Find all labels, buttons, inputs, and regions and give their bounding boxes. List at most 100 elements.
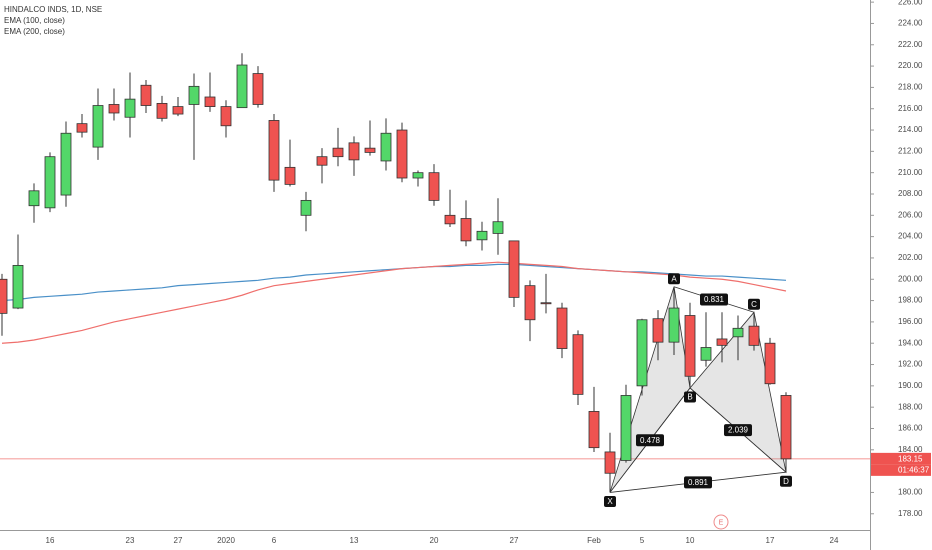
candle-body: [524, 285, 536, 321]
ratio-label: 2.039: [728, 426, 749, 435]
pattern-point: [684, 391, 696, 403]
ratio-box: [724, 424, 752, 437]
x-tick-label: 13: [350, 536, 359, 545]
y-tick-label: 184.00: [898, 445, 923, 454]
candle-body: [604, 451, 616, 474]
y-tick-label: 198.00: [898, 296, 923, 305]
candle-body: [668, 307, 680, 343]
candle-body: [652, 318, 664, 343]
pattern-point: [748, 298, 760, 310]
x-tick-label: 16: [46, 536, 55, 545]
candle-body: [380, 132, 392, 162]
candle-body: [220, 106, 232, 127]
candle-body: [332, 147, 344, 158]
candle-body: [684, 315, 696, 377]
candle-body: [76, 123, 88, 133]
candle-body: [348, 142, 360, 161]
candle-body: [268, 120, 280, 181]
candle-body: [780, 395, 792, 460]
candle-body: [476, 230, 488, 241]
ratio-label: 0.478: [640, 436, 661, 445]
pattern-point: [780, 475, 792, 487]
x-tick-label: 23: [126, 536, 135, 545]
x-tick-label: 6: [272, 536, 277, 545]
candle-body: [636, 319, 648, 387]
ratio-box: [684, 476, 712, 489]
countdown-tag: [871, 464, 931, 476]
y-tick-label: 186.00: [898, 424, 923, 433]
candle-body: [364, 147, 376, 153]
candle-body: [188, 85, 200, 105]
chart-title: HINDALCO INDS, 1D, NSE: [4, 5, 102, 14]
x-tick-label: 24: [830, 536, 839, 545]
x-tick-label: 27: [174, 536, 183, 545]
candle-body: [60, 132, 72, 196]
candle-body: [204, 96, 216, 107]
y-tick-label: 218.00: [898, 83, 923, 92]
candle-body: [428, 172, 440, 201]
ratio-label: 0.831: [704, 295, 725, 304]
event-marker: [713, 514, 729, 530]
candle-body: [172, 106, 184, 115]
candle-body: [460, 218, 472, 242]
candle-body: [588, 411, 600, 449]
countdown-label: 01:46:37: [898, 465, 930, 474]
candle-body: [108, 104, 120, 114]
y-tick-label: 190.00: [898, 381, 923, 390]
candle-body: [748, 325, 760, 346]
candle-body: [236, 64, 248, 109]
x-tick-label: 5: [640, 536, 645, 545]
pattern-point-label: C: [751, 300, 757, 309]
candle-body: [620, 395, 632, 461]
candle-body: [252, 73, 264, 105]
y-tick-label: 204.00: [898, 232, 923, 241]
ratio-box: [700, 293, 728, 306]
y-tick-label: 208.00: [898, 189, 923, 198]
pattern-point-label: D: [783, 477, 789, 486]
y-tick-label: 226.00: [898, 0, 923, 6]
y-tick-label: 222.00: [898, 40, 923, 49]
candle-body: [764, 342, 776, 385]
y-tick-label: 200.00: [898, 274, 923, 283]
x-tick-label: Feb: [587, 536, 601, 545]
candle-body: [92, 105, 104, 148]
pattern-point: [604, 495, 616, 507]
candle-body: [44, 156, 56, 209]
candle-body: [700, 347, 712, 361]
y-tick-label: 192.00: [898, 360, 923, 369]
x-tick-label: 20: [430, 536, 439, 545]
y-tick-label: 196.00: [898, 317, 923, 326]
candle-body: [124, 98, 136, 118]
y-tick-label: 216.00: [898, 104, 923, 113]
last-price-tag: [871, 452, 931, 465]
pattern-point-label: X: [607, 497, 613, 506]
candle-body: [556, 307, 568, 349]
candle-body: [28, 190, 40, 207]
y-tick-label: 212.00: [898, 146, 923, 155]
ratio-label: 0.891: [688, 478, 709, 487]
candle-body: [540, 302, 552, 305]
x-tick-label: 17: [766, 536, 775, 545]
x-tick-label: 2020: [217, 536, 235, 545]
y-tick-label: 210.00: [898, 168, 923, 177]
candle-body: [284, 166, 296, 185]
last-price-label: 183.15: [898, 454, 923, 463]
event-marker-label: E: [719, 519, 724, 526]
legend-entry: EMA (200, close): [4, 27, 65, 36]
candle-body: [508, 240, 520, 298]
candle-body: [12, 265, 24, 309]
y-tick-label: 224.00: [898, 19, 923, 28]
legend-entry: EMA (100, close): [4, 16, 65, 25]
pattern-point-label: A: [671, 274, 677, 283]
y-tick-label: 180.00: [898, 488, 923, 497]
pattern-point-label: B: [687, 393, 692, 402]
ema-line: [1, 261, 787, 344]
x-tick-label: 10: [686, 536, 695, 545]
candle-body: [0, 278, 8, 314]
candle-body: [140, 84, 152, 106]
candle-body: [716, 338, 728, 346]
candle-body: [300, 199, 312, 216]
